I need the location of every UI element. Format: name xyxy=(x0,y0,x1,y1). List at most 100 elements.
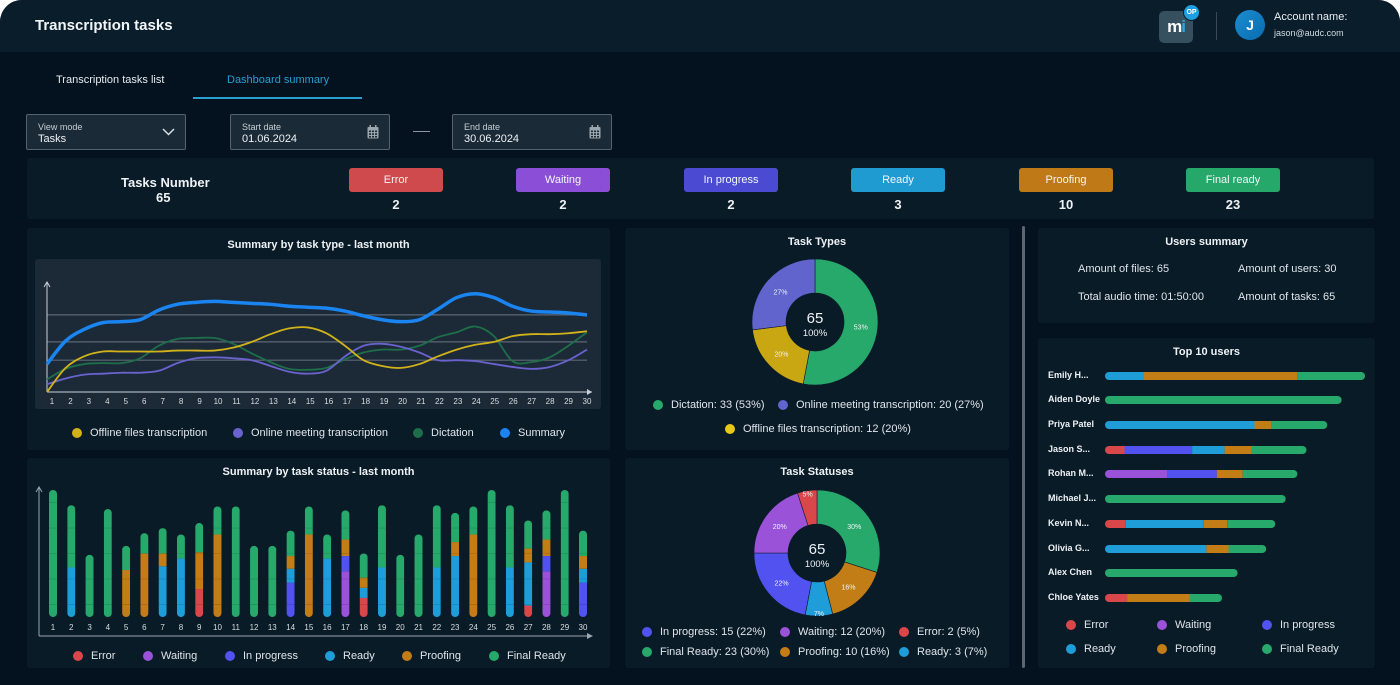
bar-day-14[interactable] xyxy=(286,530,295,617)
bar-day-26[interactable] xyxy=(505,505,514,617)
legend-label: Final Ready: 23 (30%) xyxy=(660,646,770,658)
users-legend-item-ready[interactable]: Ready xyxy=(1066,643,1116,655)
status-pill-waiting[interactable]: Waiting xyxy=(516,168,610,192)
bar-day-2[interactable] xyxy=(67,505,76,617)
bar-day-12[interactable] xyxy=(250,545,259,617)
user-bar[interactable] xyxy=(1105,421,1328,429)
start-date-field[interactable]: Start date 01.06.2024 xyxy=(230,114,390,150)
bar-day-23[interactable] xyxy=(451,512,460,617)
user-bar[interactable] xyxy=(1105,520,1276,528)
bar-day-18[interactable] xyxy=(359,553,368,618)
legend-item-ready[interactable]: Ready xyxy=(325,650,375,662)
bar-segment-ready xyxy=(451,556,460,617)
user-bar[interactable] xyxy=(1105,446,1307,454)
bar-day-24[interactable] xyxy=(469,506,478,617)
legend-item-final-ready[interactable]: Final Ready: 23 (30%) xyxy=(642,646,769,658)
user-bar[interactable] xyxy=(1105,569,1238,577)
bar-day-1[interactable] xyxy=(49,490,57,617)
legend-item-proofing[interactable]: Proofing: 10 (16%) xyxy=(780,646,890,658)
user-bar[interactable] xyxy=(1105,396,1342,404)
bar-day-3[interactable] xyxy=(85,554,94,617)
legend-item-error[interactable]: Error: 2 (5%) xyxy=(899,626,980,638)
users-legend-item-proofing[interactable]: Proofing xyxy=(1157,643,1216,655)
bar-day-21[interactable] xyxy=(414,534,423,617)
bar-day-9[interactable] xyxy=(195,523,204,617)
bar-day-27[interactable] xyxy=(524,520,533,617)
bar-day-10[interactable] xyxy=(213,506,222,617)
avatar[interactable]: J xyxy=(1235,10,1265,40)
bar-day-22[interactable] xyxy=(432,505,441,617)
bar-day-15[interactable] xyxy=(304,506,313,617)
total-audio-time: Total audio time: 01:50:00 xyxy=(1078,291,1204,303)
users-legend-item-in_progress[interactable]: In progress xyxy=(1262,619,1335,631)
user-bar[interactable] xyxy=(1105,594,1222,602)
donut-slice-online-meeting-transcription[interactable] xyxy=(751,258,816,331)
bar-day-6[interactable] xyxy=(140,533,149,617)
end-date-field[interactable]: End date 30.06.2024 xyxy=(452,114,612,150)
bar-segment-final_ready xyxy=(85,554,94,617)
bar-day-4[interactable] xyxy=(103,509,112,617)
donut-slice-dictation[interactable] xyxy=(802,258,879,386)
legend-item-dictation[interactable]: Dictation: 33 (53%) xyxy=(653,399,765,411)
legend-item-online-meeting-transcription[interactable]: Online meeting transcription xyxy=(233,427,388,439)
bar-day-5[interactable] xyxy=(122,545,131,617)
donut-slice-in-progress[interactable] xyxy=(753,552,812,616)
status-pill-final-ready[interactable]: Final ready xyxy=(1186,168,1280,192)
legend-item-ready[interactable]: Ready: 3 (7%) xyxy=(899,646,987,658)
bar-day-20[interactable] xyxy=(396,554,405,617)
tab-dashboard-summary[interactable]: Dashboard summary xyxy=(227,74,330,86)
user-bar[interactable] xyxy=(1105,470,1298,478)
bar-segment-proofing xyxy=(140,553,149,617)
bar-day-29[interactable] xyxy=(560,490,569,617)
users-legend-item-final_ready[interactable]: Final Ready xyxy=(1262,643,1339,655)
donut-slice-final-ready[interactable] xyxy=(816,489,881,573)
line-series-summary[interactable] xyxy=(45,291,588,366)
bar-day-16[interactable] xyxy=(323,534,332,617)
legend-item-summary[interactable]: Summary xyxy=(500,427,565,439)
legend-label: Proofing: 10 (16%) xyxy=(798,646,890,658)
bar-segment-ready xyxy=(323,558,332,617)
header-divider xyxy=(1216,12,1217,40)
legend-label: Online meeting transcription: 20 (27%) xyxy=(796,399,984,411)
legend-item-dictation[interactable]: Dictation xyxy=(413,427,474,439)
bar-day-13[interactable] xyxy=(268,545,277,617)
status-pill-ready[interactable]: Ready xyxy=(851,168,945,192)
status-pill-in-progress[interactable]: In progress xyxy=(684,168,778,192)
users-legend-item-waiting[interactable]: Waiting xyxy=(1157,619,1211,631)
legend-item-proofing[interactable]: Proofing xyxy=(402,650,461,662)
bar-day-11[interactable] xyxy=(231,506,240,617)
bar-day-7[interactable] xyxy=(158,528,167,617)
bar-day-17[interactable] xyxy=(341,510,350,617)
line-series-online-meeting-transcription[interactable] xyxy=(46,342,588,386)
legend-item-offline-files-transcription[interactable]: Offline files transcription xyxy=(72,427,207,439)
legend-item-offline-files[interactable]: Offline files transcription: 12 (20%) xyxy=(725,423,911,435)
bar-day-19[interactable] xyxy=(377,505,386,617)
legend-item-error[interactable]: Error xyxy=(73,650,115,662)
scrollbar[interactable] xyxy=(1022,226,1025,668)
legend-item-in_progress[interactable]: In progress xyxy=(225,650,298,662)
bar-day-25[interactable] xyxy=(487,490,496,617)
line-series-dictation[interactable] xyxy=(46,325,588,381)
legend-item-final_ready[interactable]: Final Ready xyxy=(489,650,566,662)
users-legend-item-error[interactable]: Error xyxy=(1066,619,1108,631)
bar-day-30[interactable] xyxy=(579,530,587,617)
bar-day-28[interactable] xyxy=(542,510,551,617)
user-bar[interactable] xyxy=(1105,495,1286,503)
tab-transcription-tasks-list[interactable]: Transcription tasks list xyxy=(56,74,165,86)
status-pill-error[interactable]: Error xyxy=(349,168,443,192)
donut-slice-error[interactable] xyxy=(797,489,818,526)
line-series-offline-files-transcription[interactable] xyxy=(46,326,588,393)
view-mode-select[interactable]: View mode Tasks xyxy=(26,114,186,150)
legend-label: Waiting: 12 (20%) xyxy=(798,626,886,638)
user-bar[interactable] xyxy=(1105,545,1267,553)
legend-item-waiting[interactable]: Waiting xyxy=(143,650,197,662)
calendar-icon[interactable] xyxy=(367,125,379,139)
calendar-icon[interactable] xyxy=(589,125,601,139)
bar-day-8[interactable] xyxy=(176,534,185,617)
user-bar[interactable] xyxy=(1105,372,1365,380)
status-pill-proofing[interactable]: Proofing xyxy=(1019,168,1113,192)
legend-item-waiting[interactable]: Waiting: 12 (20%) xyxy=(780,626,885,638)
legend-label: Ready xyxy=(1084,643,1116,655)
legend-item-online-meeting[interactable]: Online meeting transcription: 20 (27%) xyxy=(778,399,984,411)
legend-item-in-progress[interactable]: In progress: 15 (22%) xyxy=(642,626,766,638)
